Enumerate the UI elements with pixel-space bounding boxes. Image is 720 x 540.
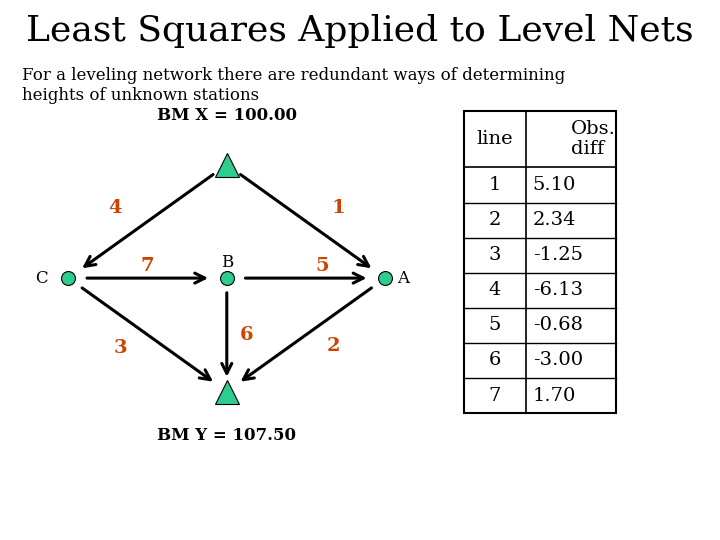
Text: 7: 7 [141,257,154,275]
Text: line: line [477,130,513,148]
Text: C: C [35,269,48,287]
Text: For a leveling network there are redundant ways of determining
heights of unknow: For a leveling network there are redunda… [22,68,565,104]
Text: 4: 4 [489,281,501,299]
Text: 6: 6 [489,352,501,369]
Text: 3: 3 [114,339,127,357]
Text: 1.70: 1.70 [533,387,576,404]
Text: 5: 5 [315,257,328,275]
Text: 1: 1 [489,176,501,194]
Bar [464,111,616,413]
Text: 5: 5 [489,316,501,334]
Text: 4: 4 [109,199,122,217]
Text: -6.13: -6.13 [533,281,583,299]
Text: A: A [397,269,409,287]
Text: -3.00: -3.00 [533,352,583,369]
Text: 2: 2 [489,211,501,229]
Text: -1.25: -1.25 [533,246,582,264]
Text: 6: 6 [240,326,253,344]
Text: Obs.
diff: Obs. diff [571,120,616,158]
Text: -0.68: -0.68 [533,316,582,334]
Text: 5.10: 5.10 [533,176,576,194]
Text: 1: 1 [331,199,346,217]
Text: 2: 2 [327,336,340,355]
Text: 7: 7 [489,387,501,404]
Text: BM Y = 107.50: BM Y = 107.50 [157,427,297,443]
Text: Least Squares Applied to Level Nets: Least Squares Applied to Level Nets [26,14,694,48]
Text: B: B [220,254,233,272]
Text: BM X = 100.00: BM X = 100.00 [157,107,297,124]
Text: 2.34: 2.34 [533,211,576,229]
Text: 3: 3 [489,246,501,264]
